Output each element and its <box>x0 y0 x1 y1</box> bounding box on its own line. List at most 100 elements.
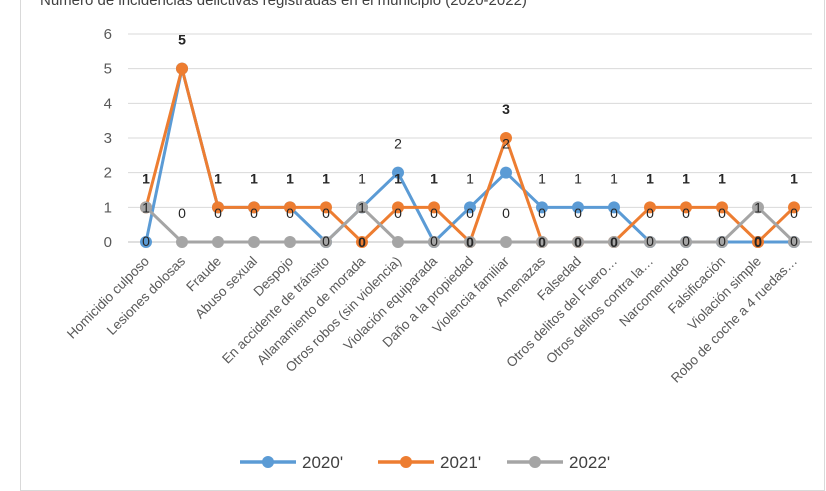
data-label: 1 <box>610 170 618 186</box>
data-label: 5 <box>178 32 186 48</box>
data-label: 0 <box>790 233 798 249</box>
data-label: 0 <box>790 205 798 221</box>
data-label: 0 <box>610 234 618 250</box>
data-label: 1 <box>358 170 366 186</box>
data-label: 0 <box>754 233 762 249</box>
y-tick-label: 4 <box>104 95 112 112</box>
data-label: 1 <box>430 170 438 186</box>
data-label: 0 <box>682 205 690 221</box>
data-point <box>176 62 188 75</box>
data-point <box>248 201 260 214</box>
data-label: 0 <box>718 205 726 221</box>
data-point <box>320 201 332 214</box>
data-label: 2 <box>502 136 510 152</box>
data-point <box>500 236 512 248</box>
legend-label: 2020' <box>302 453 343 472</box>
legend-swatch-marker <box>400 456 412 468</box>
data-label: 0 <box>610 205 618 221</box>
data-label: 1 <box>322 170 330 186</box>
data-label: 0 <box>682 233 690 249</box>
data-point <box>284 201 296 214</box>
data-label: 0 <box>430 205 438 221</box>
data-label: 1 <box>574 170 582 186</box>
data-label: 1 <box>214 170 222 186</box>
y-tick-label: 5 <box>104 61 112 78</box>
data-point <box>716 236 728 248</box>
data-point <box>464 201 476 214</box>
data-label: 0 <box>502 205 510 221</box>
data-point <box>392 201 404 214</box>
data-label: 1 <box>250 170 258 186</box>
legend: 2020' 2021' 2022' <box>240 453 610 472</box>
y-tick-label: 6 <box>104 26 112 43</box>
data-label: 0 <box>142 233 150 249</box>
data-label: 1 <box>286 170 294 186</box>
data-point <box>680 236 692 248</box>
data-point <box>572 201 584 214</box>
data-label: 0 <box>394 205 402 221</box>
data-label: 3 <box>502 101 510 117</box>
data-label: 1 <box>754 199 762 215</box>
data-point <box>788 201 800 214</box>
data-label: 0 <box>718 233 726 249</box>
data-label: 2 <box>394 136 402 152</box>
data-point <box>500 166 512 179</box>
chart-title: Número de incidencias delictivas registr… <box>40 0 527 9</box>
data-point <box>716 201 728 214</box>
data-label: 1 <box>538 170 546 186</box>
data-label: 1 <box>250 170 258 186</box>
data-point <box>176 236 188 248</box>
data-point <box>284 236 296 248</box>
data-point <box>644 201 656 214</box>
data-label: 1 <box>790 170 798 186</box>
data-label: 1 <box>286 170 294 186</box>
y-tick-label: 0 <box>104 234 112 251</box>
y-axis: 0 1 2 3 4 5 6 <box>104 26 112 251</box>
data-point <box>680 201 692 214</box>
data-label: 1 <box>142 199 150 215</box>
data-label: 0 <box>574 234 582 250</box>
data-label: 0 <box>214 205 222 221</box>
data-point <box>608 201 620 214</box>
data-point <box>536 201 548 214</box>
data-label: 0 <box>646 233 654 249</box>
data-label: 0 <box>286 205 294 221</box>
series-lines <box>140 62 800 248</box>
data-label: 1 <box>466 170 474 186</box>
data-point <box>140 236 152 248</box>
data-label: 0 <box>466 234 474 250</box>
data-point <box>464 236 476 248</box>
data-point <box>356 236 368 248</box>
data-point <box>248 236 260 248</box>
data-label: 0 <box>538 205 546 221</box>
data-point <box>212 236 224 248</box>
data-point <box>752 236 764 248</box>
legend-label: 2022' <box>569 453 610 472</box>
data-label: 0 <box>358 234 366 250</box>
data-label: 0 <box>646 205 654 221</box>
data-label: 1 <box>394 170 402 186</box>
data-point <box>644 236 656 248</box>
data-point <box>356 201 368 214</box>
data-label: 1 <box>718 170 726 186</box>
data-label: 5 <box>178 32 186 48</box>
y-tick-label: 2 <box>104 165 112 182</box>
data-label: 0 <box>430 233 438 249</box>
data-point <box>320 236 332 248</box>
data-label: 1 <box>142 170 150 186</box>
data-point <box>500 132 512 144</box>
data-point <box>428 236 440 248</box>
data-label: 0 <box>754 234 762 250</box>
data-point <box>140 201 152 214</box>
y-tick-label: 3 <box>104 130 112 147</box>
data-point <box>608 236 620 248</box>
data-label: 0 <box>250 205 258 221</box>
data-point <box>752 201 764 214</box>
legend-swatch-marker <box>262 456 274 468</box>
data-point <box>392 166 404 179</box>
data-point <box>536 236 548 248</box>
y-tick-label: 1 <box>104 199 112 216</box>
